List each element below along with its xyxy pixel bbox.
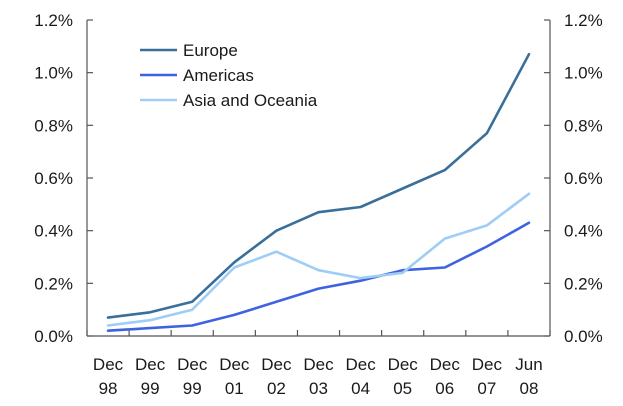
series-lines	[106, 52, 531, 333]
x-tick-label-line2: 01	[225, 379, 244, 398]
x-tick-label-line1: Dec	[177, 355, 208, 374]
x-tick-label-line1: Dec	[345, 355, 376, 374]
x-tick-label-line1: Dec	[430, 355, 461, 374]
tick-marks	[86, 19, 551, 337]
left-y-tick-label: 1.2%	[34, 11, 73, 30]
right-y-tick-label: 0.4%	[564, 222, 603, 241]
series-line-europe	[106, 52, 531, 319]
x-tick-label-line2: 08	[519, 379, 538, 398]
x-tick-label: Dec 06	[430, 355, 461, 398]
right-y-tick-label: 0.2%	[564, 274, 603, 293]
x-tick-label: Dec 02	[261, 355, 292, 398]
left-y-tick-label: 0.4%	[34, 222, 73, 241]
x-tick-label-line2: 06	[435, 379, 454, 398]
x-tick-label-line1: Dec	[388, 355, 419, 374]
x-tick-label: Dec 07	[472, 355, 503, 398]
legend-label-americas: Americas	[183, 66, 254, 85]
x-tick-label-line1: Dec	[93, 355, 124, 374]
x-tick-label: Dec 04	[345, 355, 376, 398]
legend-label-europe: Europe	[183, 41, 238, 60]
x-tick-label: Dec 99	[177, 355, 208, 398]
left-y-tick-label: 0.0%	[34, 327, 73, 346]
x-tick-label-line2: 04	[351, 379, 370, 398]
right-y-tick-label: 0.0%	[564, 327, 603, 346]
x-tick-label-line2: 99	[141, 379, 160, 398]
x-tick-label-line2: 05	[393, 379, 412, 398]
x-tick-label-line2: 02	[267, 379, 286, 398]
x-tick-label-line2: 03	[309, 379, 328, 398]
series-line-americas	[106, 221, 531, 333]
left-y-tick-label: 0.6%	[34, 169, 73, 188]
legend: Europe Americas Asia and Oceania	[140, 41, 318, 110]
series-line-asia-and-oceania	[106, 192, 531, 327]
x-tick-label-line2: 98	[99, 379, 118, 398]
right-y-tick-label: 0.8%	[564, 116, 603, 135]
x-tick-label-line2: 07	[477, 379, 496, 398]
x-tick-label-line2: 99	[183, 379, 202, 398]
right-y-tick-label: 1.0%	[564, 64, 603, 83]
x-tick-label: Dec 05	[388, 355, 419, 398]
tick-labels: 0.0% 0.0% 0.2% 0.2% 0.4% 0.4% 0.6% 0.6% 0.8% 0.8%…	[34, 11, 603, 398]
x-tick-label: Dec 98	[93, 355, 124, 398]
left-y-tick-label: 0.8%	[34, 116, 73, 135]
x-tick-label: Dec 01	[219, 355, 250, 398]
x-tick-label: Dec 99	[135, 355, 166, 398]
x-tick-label-line1: Dec	[303, 355, 334, 374]
left-y-tick-label: 0.2%	[34, 274, 73, 293]
x-tick-label: Jun 08	[515, 355, 542, 398]
x-tick-label: Dec 03	[303, 355, 334, 398]
legend-label-asia-and-oceania: Asia and Oceania	[183, 91, 318, 110]
left-y-tick-label: 1.0%	[34, 64, 73, 83]
right-y-tick-label: 1.2%	[564, 11, 603, 30]
x-tick-label-line1: Dec	[261, 355, 292, 374]
x-tick-label-line1: Dec	[219, 355, 250, 374]
x-tick-label-line1: Dec	[135, 355, 166, 374]
x-tick-label-line1: Dec	[472, 355, 503, 374]
right-y-tick-label: 0.6%	[564, 169, 603, 188]
x-tick-label-line1: Jun	[515, 355, 542, 374]
